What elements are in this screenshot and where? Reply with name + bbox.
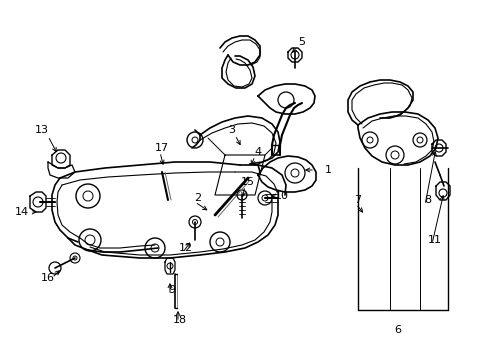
- Text: 1: 1: [324, 165, 331, 175]
- Text: 18: 18: [173, 315, 187, 325]
- Text: 16: 16: [41, 273, 55, 283]
- Text: 8: 8: [424, 195, 431, 205]
- Text: 10: 10: [274, 191, 288, 201]
- Text: 12: 12: [179, 243, 193, 253]
- Text: 14: 14: [15, 207, 29, 217]
- Text: 3: 3: [228, 125, 235, 135]
- Text: 17: 17: [155, 143, 169, 153]
- Text: 6: 6: [394, 325, 401, 335]
- Text: 13: 13: [35, 125, 49, 135]
- Text: 11: 11: [427, 235, 441, 245]
- Text: 7: 7: [354, 195, 361, 205]
- Text: 5: 5: [298, 37, 305, 47]
- Text: 15: 15: [241, 177, 254, 187]
- Text: 2: 2: [194, 193, 201, 203]
- Text: 4: 4: [254, 147, 261, 157]
- Text: 9: 9: [168, 285, 175, 295]
